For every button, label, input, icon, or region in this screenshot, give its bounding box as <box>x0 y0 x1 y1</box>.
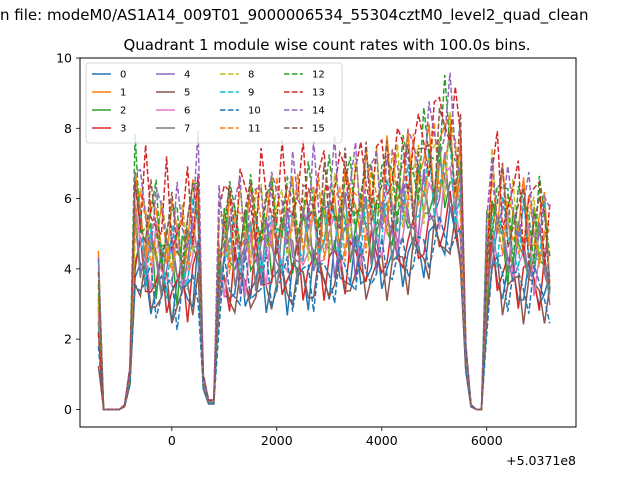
legend-label-11: 11 <box>248 124 261 135</box>
legend-label-8: 8 <box>248 70 254 81</box>
chart-suptitle: n file: modeM0/AS1A14_009T01_9000006534_… <box>0 6 589 25</box>
y-tick-label: 10 <box>56 51 72 66</box>
legend-label-10: 10 <box>248 106 261 117</box>
series-line-13 <box>97 86 551 411</box>
legend-label-15: 15 <box>312 124 325 135</box>
legend-label-4: 4 <box>184 70 190 81</box>
legend-label-0: 0 <box>120 70 126 81</box>
y-tick-label: 2 <box>64 332 72 347</box>
series-line-14 <box>97 72 551 411</box>
x-tick-label: 2000 <box>261 433 293 448</box>
y-tick-label: 4 <box>64 261 72 276</box>
x-tick-label: 0 <box>168 433 176 448</box>
legend-label-3: 3 <box>120 124 126 135</box>
chart-title: Quadrant 1 module wise count rates with … <box>123 36 530 54</box>
series-line-10 <box>97 215 551 411</box>
legend-label-6: 6 <box>184 106 190 117</box>
y-tick-label: 6 <box>64 191 72 206</box>
axes-frame <box>79 57 577 428</box>
x-tick-label: 4000 <box>366 433 398 448</box>
x-offset-label: +5.0371e8 <box>506 453 576 468</box>
series-line-15 <box>97 107 551 411</box>
y-tick-label: 8 <box>64 121 72 136</box>
plot-area <box>97 72 551 411</box>
x-tick-label: 6000 <box>471 433 503 448</box>
legend-label-5: 5 <box>184 88 190 99</box>
legend-label-12: 12 <box>312 70 325 81</box>
legend-label-7: 7 <box>184 124 190 135</box>
legend-label-13: 13 <box>312 88 325 99</box>
legend-label-2: 2 <box>120 106 126 117</box>
legend-box <box>85 62 343 144</box>
y-tick-label: 0 <box>64 402 72 417</box>
legend-label-1: 1 <box>120 88 126 99</box>
legend-label-14: 14 <box>312 106 325 117</box>
legend-label-9: 9 <box>248 88 254 99</box>
